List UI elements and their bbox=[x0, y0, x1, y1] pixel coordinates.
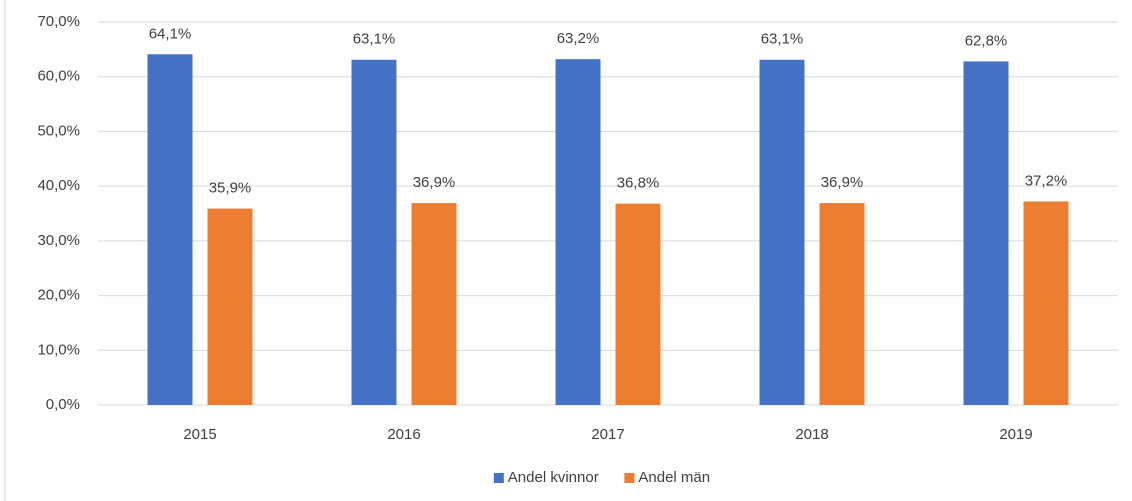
value-label: 63,1% bbox=[353, 31, 396, 48]
bar bbox=[411, 203, 457, 405]
y-tick-label: 60,0% bbox=[37, 68, 80, 85]
value-label: 63,1% bbox=[761, 31, 804, 48]
x-tick-label: 2016 bbox=[387, 426, 420, 443]
bar bbox=[351, 59, 397, 405]
x-tick-label: 2015 bbox=[183, 426, 216, 443]
value-label: 63,2% bbox=[557, 30, 600, 47]
y-tick-label: 40,0% bbox=[37, 177, 80, 194]
bar bbox=[819, 203, 865, 405]
bar bbox=[963, 61, 1009, 405]
bar bbox=[147, 54, 193, 405]
value-label: 64,1% bbox=[149, 25, 192, 42]
legend-label: Andel män bbox=[638, 469, 710, 486]
bar bbox=[555, 59, 601, 405]
x-tick-label: 2018 bbox=[795, 426, 828, 443]
y-tick-label: 20,0% bbox=[37, 287, 80, 304]
x-tick-label: 2017 bbox=[591, 426, 624, 443]
legend-swatch bbox=[493, 473, 504, 483]
value-label: 35,9% bbox=[209, 180, 252, 197]
bar bbox=[207, 208, 253, 405]
y-tick-label: 30,0% bbox=[37, 232, 80, 249]
value-label: 36,9% bbox=[413, 174, 456, 191]
bar bbox=[759, 59, 805, 405]
y-tick-label: 50,0% bbox=[37, 122, 80, 139]
x-tick-label: 2019 bbox=[999, 426, 1032, 443]
value-label: 36,8% bbox=[617, 175, 660, 192]
value-label: 37,2% bbox=[1025, 172, 1068, 189]
value-label: 62,8% bbox=[965, 32, 1008, 49]
y-tick-label: 70,0% bbox=[37, 13, 80, 30]
bar bbox=[615, 203, 661, 405]
legend-swatch bbox=[624, 473, 635, 483]
y-tick-label: 0,0% bbox=[46, 396, 80, 413]
bar bbox=[1023, 201, 1069, 405]
legend-label: Andel kvinnor bbox=[508, 469, 599, 486]
y-tick-label: 10,0% bbox=[37, 341, 80, 358]
value-label: 36,9% bbox=[821, 174, 864, 191]
